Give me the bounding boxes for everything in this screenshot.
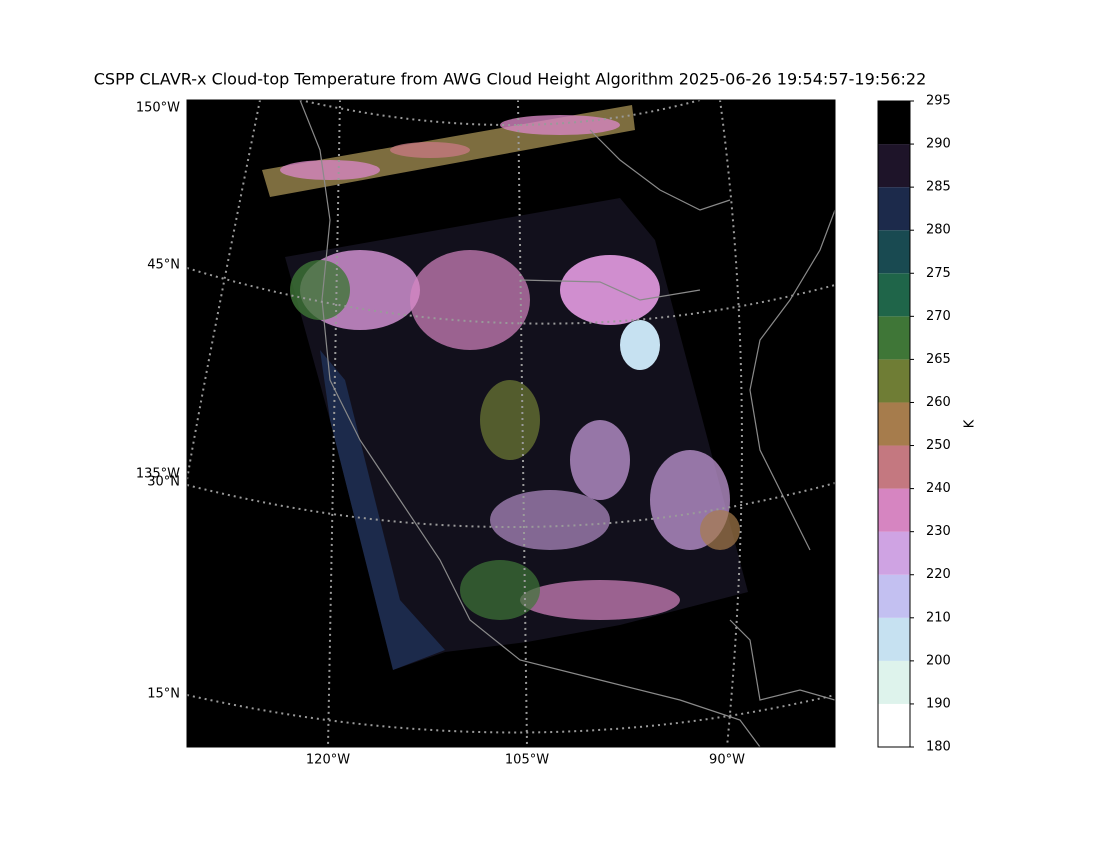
lat-lon-label: 135°W <box>136 467 180 482</box>
colorbar-tick-label: 295 <box>926 94 951 109</box>
colorbar-bin <box>878 144 910 188</box>
colorbar-bin <box>878 402 910 446</box>
colorbar-bin <box>878 703 910 747</box>
colorbar-tick-label: 280 <box>926 223 951 238</box>
colorbar-tick-label: 200 <box>926 653 951 668</box>
colorbar-tick-label: 220 <box>926 567 951 582</box>
colorbar-tick-label: 260 <box>926 395 951 410</box>
lon-label: 120°W <box>306 753 350 768</box>
colorbar-bin <box>878 574 910 618</box>
colorbar-tick-label: 240 <box>926 481 951 496</box>
lat-lon-label: 45°N <box>147 258 180 273</box>
lon-label: 105°W <box>505 753 549 768</box>
colorbar-bin <box>878 230 910 274</box>
colorbar-bin <box>878 359 910 403</box>
lat-lon-label: 15°N <box>147 687 180 702</box>
lat-lon-label: 150°W <box>136 101 180 116</box>
colorbar-frame <box>877 100 911 748</box>
colorbar-bin <box>878 316 910 360</box>
lat-lon-label: 30°N <box>147 475 180 490</box>
colorbar-bin <box>878 617 910 661</box>
colorbar-tick-label: 250 <box>926 438 951 453</box>
colorbar-bin <box>878 660 910 704</box>
colorbar-tick-label: 180 <box>926 740 951 755</box>
colorbar-tick-label: 290 <box>926 137 951 152</box>
colorbar-bin <box>878 273 910 317</box>
colorbar-bin <box>878 187 910 231</box>
map-frame <box>186 99 836 748</box>
colorbar-bin <box>878 101 910 145</box>
colorbar-label: K <box>963 419 978 428</box>
colorbar-tick-label: 230 <box>926 524 951 539</box>
colorbar-bin <box>878 531 910 575</box>
colorbar-tick-label: 270 <box>926 309 951 324</box>
colorbar-bin <box>878 488 910 532</box>
map-imagery <box>187 100 835 747</box>
lon-label: 90°W <box>709 753 745 768</box>
colorbar-tick-label: 210 <box>926 610 951 625</box>
title: CSPP CLAVR-x Cloud-top Temperature from … <box>94 70 927 89</box>
colorbar-tick-label: 285 <box>926 180 951 195</box>
colorbar-tick-label: 265 <box>926 352 951 367</box>
colorbar-tick-label: 275 <box>926 266 951 281</box>
colorbar-bin <box>878 445 910 489</box>
colorbar-tick-label: 190 <box>926 696 951 711</box>
